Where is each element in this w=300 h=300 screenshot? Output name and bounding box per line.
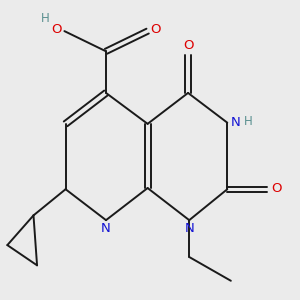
- Text: N: N: [231, 116, 241, 129]
- Text: O: O: [150, 23, 160, 36]
- Text: H: H: [41, 12, 50, 25]
- Text: O: O: [271, 182, 281, 195]
- Text: N: N: [184, 222, 194, 235]
- Text: N: N: [101, 222, 111, 235]
- Text: O: O: [51, 23, 61, 36]
- Text: O: O: [183, 40, 193, 52]
- Text: H: H: [244, 115, 253, 128]
